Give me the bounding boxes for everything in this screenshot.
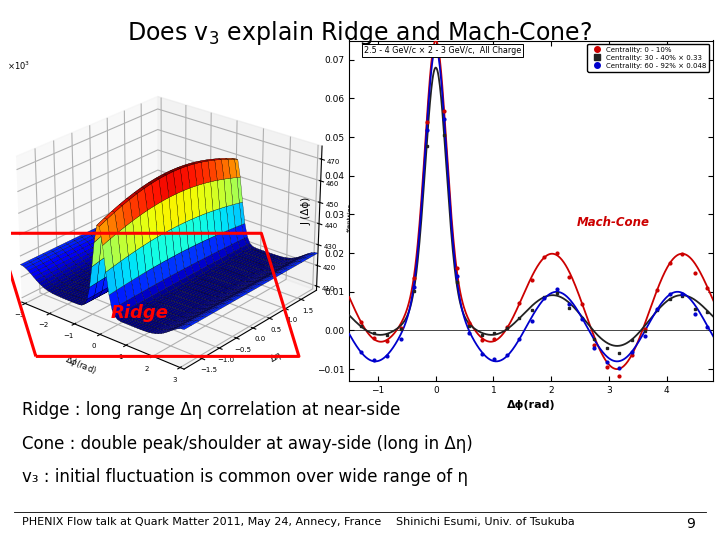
X-axis label: Δϕ(rad): Δϕ(rad) — [507, 400, 555, 410]
Text: Mach-Cone: Mach-Cone — [577, 216, 650, 229]
X-axis label: $\Delta\phi$(rad): $\Delta\phi$(rad) — [63, 353, 98, 377]
Text: PHENIX Flow talk at Quark Matter 2011, May 24, Annecy, France: PHENIX Flow talk at Quark Matter 2011, M… — [22, 517, 381, 528]
Text: 9: 9 — [686, 517, 695, 531]
Text: 2.5 - 4 GeV/c × 2 - 3 GeV/c,  All Charge: 2.5 - 4 GeV/c × 2 - 3 GeV/c, All Charge — [364, 45, 521, 55]
Y-axis label: J (Δϕ): J (Δϕ) — [301, 197, 311, 225]
Text: Ridge: Ridge — [111, 303, 169, 321]
Text: Cone : double peak/shoulder at away-side (long in Δη): Cone : double peak/shoulder at away-side… — [22, 435, 472, 453]
Text: $\times$10$^3$: $\times$10$^3$ — [7, 60, 30, 72]
Text: Ridge : long range Δη correlation at near-side: Ridge : long range Δη correlation at nea… — [22, 401, 400, 418]
Legend: Centrality: 0 - 10%, Centrality: 30 - 40% × 0.33, Centrality: 60 - 92% × 0.048: Centrality: 0 - 10%, Centrality: 30 - 40… — [588, 44, 709, 72]
Text: Shinichi Esumi, Univ. of Tsukuba: Shinichi Esumi, Univ. of Tsukuba — [396, 517, 575, 528]
Y-axis label: $\Delta\eta$: $\Delta\eta$ — [267, 348, 285, 366]
Text: Does v$_3$ explain Ridge and Mach-Cone?: Does v$_3$ explain Ridge and Mach-Cone? — [127, 19, 593, 47]
Text: v₃ : initial fluctuation is common over wide range of η: v₃ : initial fluctuation is common over … — [22, 468, 467, 486]
